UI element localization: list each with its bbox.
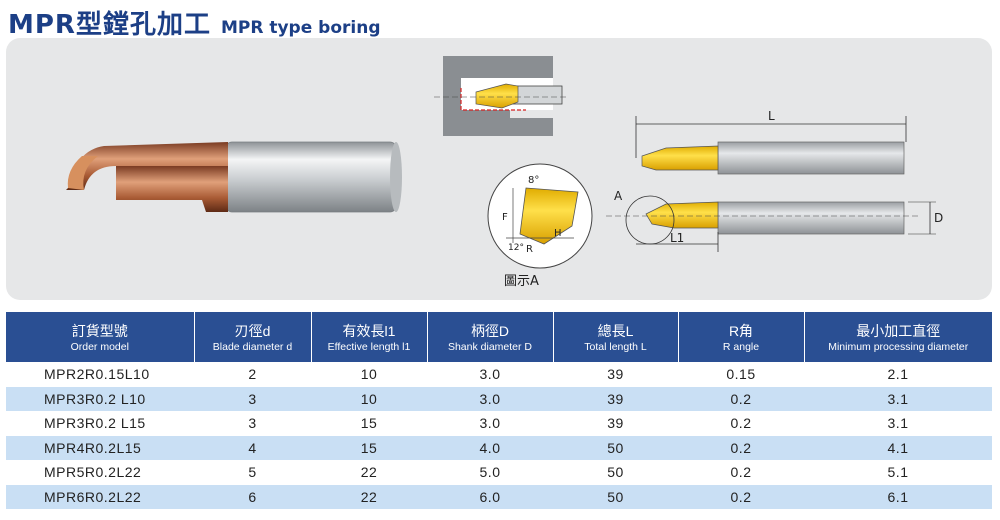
order-model-cell: MPR5R0.2L22 [6,460,194,485]
table-cell: 50 [553,484,678,509]
table-cell: 10 [311,362,427,387]
table-cell: 0.2 [678,435,804,460]
table-cell: 3 [194,411,311,436]
table-header-row: 訂貨型號 Order model 刃徑d Blade diameter d 有效長l… [6,312,992,362]
table-cell: 4 [194,435,311,460]
r-label: R [526,244,533,255]
table-cell: 39 [553,362,678,387]
table-cell: 6 [194,484,311,509]
angle-label: 8° [528,175,539,186]
table-row: MPR3R0.2 L15 3 15 3.0 39 0.2 3.1 [6,411,992,436]
table-cell: 0.2 [678,460,804,485]
view-a-label: A [614,189,623,203]
figure-panel: 8° F H R 12° L D A L1 [6,38,992,300]
order-model-cell: MPR6R0.2L22 [6,484,194,509]
table-cell: 3.0 [427,411,553,436]
column-header: R角 R angle [678,312,805,362]
table-cell: 0.2 [678,484,804,509]
table-cell: 39 [553,411,678,436]
table-row: MPR2R0.15L10 2 10 3.0 39 0.15 2.1 [6,362,992,387]
table-cell: 6.0 [427,484,553,509]
table-cell: 15 [311,411,427,436]
page-title: MPR型鏜孔加工 MPR type boring [8,4,381,40]
table-cell: 3.0 [427,362,553,387]
table-cell: 0.2 [678,386,804,411]
table-cell: 5 [194,460,311,485]
table-cell: 22 [311,460,427,485]
tool-illustrations: 8° F H R 12° L D A L1 [66,56,943,269]
f-label: F [502,212,508,223]
table-row: MPR5R0.2L22 5 22 5.0 50 0.2 5.1 [6,460,992,485]
table-row: MPR4R0.2L15 4 15 4.0 50 0.2 4.1 [6,435,992,460]
boring-schematic [434,56,566,136]
table-cell: 2.1 [804,362,992,387]
order-model-cell: MPR4R0.2L15 [6,435,194,460]
table-cell: 5.0 [427,460,553,485]
tool-dimension-top: L [635,109,907,175]
figure-caption: 圖示A [504,274,539,289]
order-model-cell: MPR3R0.2 L15 [6,411,194,436]
table-cell: 0.2 [678,411,804,436]
angle2-label: 12° [508,243,524,253]
spec-table: 訂貨型號 Order model 刃徑d Blade diameter d 有效長l… [6,312,992,509]
column-header: 總長L Total length L [553,312,679,362]
column-header: 刃徑d Blade diameter d [194,312,312,362]
table-row: MPR6R0.2L22 6 22 6.0 50 0.2 6.1 [6,484,992,509]
title-chinese: MPR型鏜孔加工 [8,10,211,40]
table-cell: 3.1 [804,386,992,411]
title-english: MPR type boring [220,18,381,38]
table-cell: 50 [553,460,678,485]
table-cell: 22 [311,484,427,509]
table-cell: 0.15 [678,362,804,387]
table-cell: 39 [553,386,678,411]
table-cell: 50 [553,435,678,460]
table-cell: 3.0 [427,386,553,411]
table-cell: 6.1 [804,484,992,509]
table-cell: 4.1 [804,435,992,460]
column-header: 有效長l1 Effective length l1 [311,312,428,362]
tool-dimension-bottom: D A L1 [606,189,943,252]
table-cell: 10 [311,386,427,411]
table-cell: 3 [194,386,311,411]
h-label: H [554,228,562,239]
order-model-cell: MPR2R0.15L10 [6,362,194,387]
table-cell: 4.0 [427,435,553,460]
table-cell: 5.1 [804,460,992,485]
column-header: 最小加工直徑 Minimum processing diameter [804,312,992,362]
length-l-label: L [768,109,775,123]
table-cell: 15 [311,435,427,460]
length-l1-label: L1 [670,231,684,245]
table-cell: 2 [194,362,311,387]
table-cell: 3.1 [804,411,992,436]
diameter-d-label: D [934,211,943,225]
column-header: 柄徑D Shank diameter D [427,312,554,362]
column-header: 訂貨型號 Order model [6,312,195,362]
detail-view-a: 8° F H R 12° [487,163,593,269]
order-model-cell: MPR3R0.2 L10 [6,386,194,411]
tool-photo [66,141,402,213]
table-row: MPR3R0.2 L10 3 10 3.0 39 0.2 3.1 [6,386,992,411]
